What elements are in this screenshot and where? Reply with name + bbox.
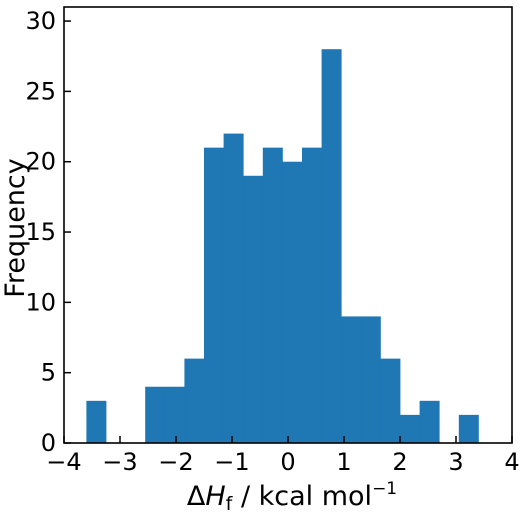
x-axis-label-delta: Δ [187, 481, 206, 512]
y-tick-label: 20 [25, 148, 56, 176]
x-tick-label: 0 [280, 448, 295, 476]
histogram-bar [145, 386, 166, 443]
y-tick-label: 0 [41, 429, 56, 457]
y-tick-label: 15 [25, 218, 56, 246]
x-tick-label: −1 [214, 448, 249, 476]
histogram-bar [302, 147, 322, 444]
x-axis-label: ΔHf / kcal mol−1 [187, 479, 397, 515]
histogram-bars [86, 49, 479, 444]
x-tick-label: −2 [158, 448, 193, 476]
x-axis-label-subscript: f [226, 493, 234, 515]
x-axis-label-symbol: H [205, 481, 225, 512]
x-tick-label: −3 [102, 448, 137, 476]
histogram-bar [400, 414, 420, 443]
histogram-bar [243, 175, 264, 443]
histogram-bar [262, 147, 283, 444]
histogram-bar [458, 414, 479, 443]
histogram-bar [380, 358, 401, 443]
x-tick-label: 1 [336, 448, 351, 476]
histogram-bar [164, 386, 185, 443]
x-tick-label: 4 [504, 448, 519, 476]
x-axis-label-superscript: −1 [372, 479, 397, 499]
histogram-bar [86, 400, 107, 443]
histogram-bar [282, 161, 303, 444]
y-axis-label: Frequency [0, 158, 31, 298]
x-axis-ticks: −4 −3 −2 −1 0 1 2 3 4 [46, 436, 520, 476]
y-tick-label: 30 [25, 7, 56, 35]
y-tick-label: 25 [25, 77, 56, 105]
y-axis-ticks: 0 5 10 15 20 25 30 [25, 7, 71, 457]
histogram-bar [419, 400, 440, 443]
histogram-bar [204, 147, 224, 444]
histogram-bar [321, 49, 342, 444]
histogram-bar [360, 316, 381, 443]
histogram-bar [223, 133, 244, 444]
y-tick-label: 5 [41, 359, 56, 387]
y-tick-label: 10 [25, 288, 56, 316]
x-tick-label: −4 [46, 448, 81, 476]
x-axis-label-unit: / kcal mol [232, 481, 372, 512]
histogram-bar [184, 358, 205, 443]
histogram-bar [341, 316, 362, 443]
x-tick-label: 2 [392, 448, 407, 476]
x-tick-label: 3 [448, 448, 463, 476]
